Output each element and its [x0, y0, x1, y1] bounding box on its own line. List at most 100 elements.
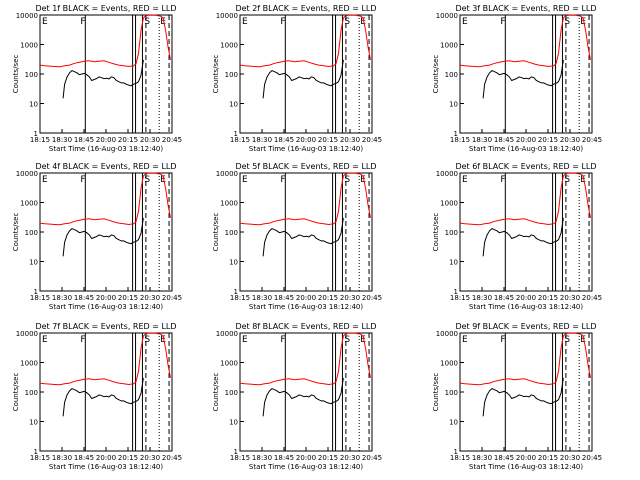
y-tick-label: 10000 — [436, 12, 458, 20]
panel-title: Det 1f BLACK = Events, RED = LLD — [35, 4, 176, 13]
x-tick-label: 18:45 — [74, 454, 94, 462]
series-lld — [239, 14, 371, 68]
x-tick-label: 20:45 — [582, 136, 602, 144]
flag-label: E — [242, 17, 248, 27]
x-tick-label: 18:15 — [450, 454, 470, 462]
x-tick-label: 18:45 — [74, 136, 94, 144]
series-lld — [239, 172, 371, 226]
flag-label: F — [500, 17, 505, 27]
y-tick-label: 1000 — [20, 200, 38, 208]
x-tick-label: 20:45 — [582, 454, 602, 462]
x-tick-label: 20:30 — [560, 294, 580, 302]
flag-label: F — [280, 175, 285, 185]
panel-title: Det 9f BLACK = Events, RED = LLD — [455, 322, 596, 331]
x-tick-label: 18:30 — [52, 454, 72, 462]
x-tick-label: 20:45 — [362, 294, 382, 302]
y-axis-label: Counts/sec — [12, 55, 20, 94]
panel-det-5: Det 5f BLACK = Events, RED = LLD 1 10 100 10… — [212, 162, 382, 311]
panel-det-7: Det 7f BLACK = Events, RED = LLD 1 10 100 10… — [12, 322, 182, 471]
plot-frame — [459, 14, 593, 134]
x-tick-label: 20:45 — [162, 136, 182, 144]
x-tick-label: 18:30 — [252, 454, 272, 462]
x-tick-label: 20:30 — [140, 294, 160, 302]
x-tick-label: 20:45 — [362, 136, 382, 144]
flag-label: E — [242, 175, 248, 185]
plot-frame — [239, 14, 373, 134]
x-tick-label: 20:00 — [96, 454, 116, 462]
panel-title: Det 4f BLACK = Events, RED = LLD — [35, 162, 176, 171]
flag-label: E — [462, 335, 468, 345]
y-axis-label: Counts/sec — [12, 213, 20, 252]
panel-title: Det 6f BLACK = Events, RED = LLD — [455, 162, 596, 171]
x-axis-label: Start Time (16-Aug-03 18:12:40) — [49, 463, 163, 471]
flag-label: E — [160, 17, 166, 27]
x-tick-label: 20:15 — [318, 136, 338, 144]
x-tick-label: 20:15 — [538, 136, 558, 144]
y-tick-label: 100 — [225, 389, 238, 397]
y-tick-label: 10000 — [436, 330, 458, 338]
flag-label: E — [160, 335, 166, 345]
y-tick-label: 1000 — [440, 200, 458, 208]
flag-label: E — [242, 335, 248, 345]
panel-det-4: Det 4f BLACK = Events, RED = LLD 1 10 100 10… — [12, 162, 182, 311]
panel-title: Det 8f BLACK = Events, RED = LLD — [235, 322, 376, 331]
x-tick-label: 20:15 — [318, 454, 338, 462]
panel-title: Det 5f BLACK = Events, RED = LLD — [235, 162, 376, 171]
flag-label: E — [360, 17, 366, 27]
y-tick-label: 1 — [454, 130, 458, 138]
x-tick-label: 18:15 — [30, 136, 50, 144]
flag-label: F — [500, 335, 505, 345]
x-tick-label: 20:30 — [340, 294, 360, 302]
panel-det-8: Det 8f BLACK = Events, RED = LLD 1 10 100 10… — [212, 322, 382, 471]
x-tick-label: 18:15 — [230, 136, 250, 144]
y-tick-label: 10000 — [216, 170, 238, 178]
x-axis-label: Start Time (16-Aug-03 18:12:40) — [469, 303, 583, 311]
flag-label: S — [564, 335, 570, 345]
y-tick-label: 10 — [449, 419, 458, 427]
y-tick-label: 1000 — [20, 360, 38, 368]
series-lld — [239, 332, 371, 386]
plot-frame — [239, 172, 373, 292]
y-tick-label: 100 — [25, 71, 38, 79]
x-tick-label: 20:15 — [118, 294, 138, 302]
x-tick-label: 18:30 — [52, 294, 72, 302]
flag-label: E — [360, 335, 366, 345]
x-tick-label: 20:30 — [560, 136, 580, 144]
x-tick-label: 20:00 — [296, 136, 316, 144]
x-tick-label: 18:30 — [472, 454, 492, 462]
series-events — [62, 377, 144, 417]
panel-det-2: Det 2f BLACK = Events, RED = LLD 1 10 100 10… — [212, 4, 382, 153]
y-tick-label: 1 — [234, 130, 238, 138]
series-lld — [459, 172, 591, 226]
y-tick-label: 1000 — [440, 42, 458, 50]
x-tick-label: 20:30 — [560, 454, 580, 462]
flag-label: E — [462, 17, 468, 27]
y-tick-label: 1000 — [220, 42, 238, 50]
plot-frame — [459, 332, 593, 452]
panel-det-9: Det 9f BLACK = Events, RED = LLD 1 10 100 10… — [432, 322, 602, 471]
panel-det-3: Det 3f BLACK = Events, RED = LLD 1 10 100 10… — [432, 4, 602, 153]
x-tick-label: 18:30 — [472, 294, 492, 302]
x-tick-label: 18:15 — [30, 294, 50, 302]
x-tick-label: 20:15 — [318, 294, 338, 302]
panel-det-1: Det 1f BLACK = Events, RED = LLD 1 10 100 10… — [12, 4, 182, 153]
y-tick-label: 100 — [225, 71, 238, 79]
series-lld — [39, 14, 171, 68]
x-tick-label: 18:45 — [494, 294, 514, 302]
series-events — [482, 217, 564, 257]
series-lld — [459, 332, 591, 386]
x-tick-label: 20:45 — [162, 294, 182, 302]
y-tick-label: 10 — [449, 101, 458, 109]
x-tick-label: 20:45 — [362, 454, 382, 462]
series-lld — [459, 14, 591, 68]
x-tick-label: 18:45 — [274, 136, 294, 144]
flag-label: E — [42, 175, 48, 185]
series-events — [262, 59, 344, 99]
series-events — [482, 377, 564, 417]
series-events — [62, 217, 144, 257]
y-tick-label: 1000 — [440, 360, 458, 368]
y-axis-label: Counts/sec — [212, 55, 220, 94]
x-tick-label: 18:45 — [274, 294, 294, 302]
plot-frame — [39, 332, 173, 452]
